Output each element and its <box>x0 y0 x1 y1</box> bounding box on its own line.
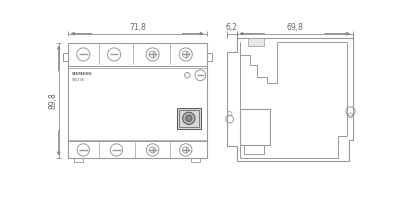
Circle shape <box>183 112 195 125</box>
Bar <box>240 109 270 145</box>
Circle shape <box>186 115 192 121</box>
Text: 6,2: 6,2 <box>226 23 238 33</box>
Bar <box>206 53 212 61</box>
Text: SIEMENS: SIEMENS <box>72 72 92 76</box>
Bar <box>248 38 264 46</box>
Bar <box>191 158 200 162</box>
Bar <box>179 110 199 127</box>
Bar <box>176 108 201 129</box>
Text: 5SV36: 5SV36 <box>72 78 85 82</box>
Text: 69,8: 69,8 <box>286 23 303 33</box>
Text: 71,8: 71,8 <box>129 23 146 33</box>
Bar <box>74 158 83 162</box>
Bar <box>68 43 206 158</box>
Text: 89,8: 89,8 <box>48 92 57 109</box>
Bar <box>62 53 68 61</box>
Bar <box>244 145 264 154</box>
